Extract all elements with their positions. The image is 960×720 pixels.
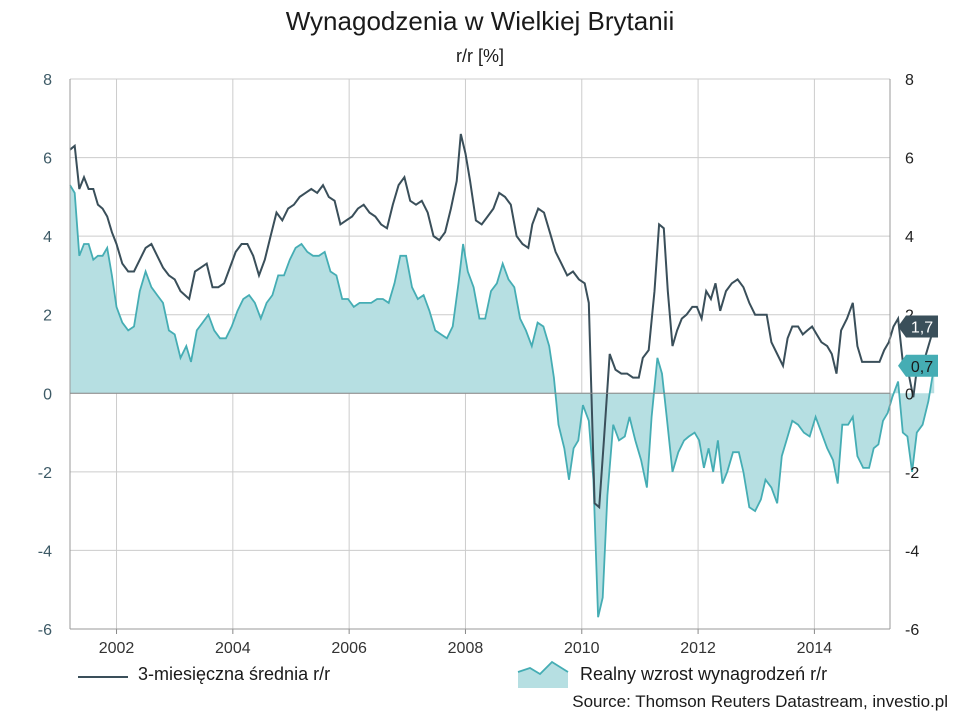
y-tick-label-left: 0	[43, 386, 52, 403]
line-path	[69, 133, 936, 510]
end-label-line-badge	[898, 315, 938, 338]
legend-swatch-area-outline	[517, 660, 569, 676]
area-outline	[69, 184, 936, 618]
x-tick-label: 2006	[331, 640, 367, 657]
legend-label-area: Realny wzrost wynagrodzeń r/r	[580, 664, 828, 684]
x-tick-label: 2012	[680, 640, 716, 657]
y-tick-label-left: 8	[43, 72, 52, 89]
y-tick-label-right: -2	[905, 465, 919, 482]
source-note: Source: Thomson Reuters Datastream, inve…	[572, 692, 948, 711]
end-label-area-badge	[898, 354, 938, 377]
y-tick-label-right: -4	[905, 543, 919, 560]
area-fill	[70, 185, 935, 618]
y-tick-label-left: -2	[38, 465, 52, 482]
y-tick-label-right: -6	[905, 622, 919, 639]
end-label-line-text: 1,7	[911, 320, 933, 337]
y-tick-label-right: 4	[905, 229, 914, 246]
y-tick-label-left: 2	[43, 308, 52, 325]
y-tick-label-right: 8	[905, 72, 914, 89]
series-area	[69, 184, 936, 618]
legend-label-line: 3-miesięczna średnia r/r	[138, 664, 331, 684]
x-tick-label: 2010	[564, 640, 600, 657]
x-tick-label: 2014	[797, 640, 833, 657]
axes	[69, 79, 891, 634]
y-tick-label-right: 6	[905, 151, 914, 168]
tick-labels: -6-6-4-4-2-20022446688200220042006200820…	[38, 72, 920, 657]
chart-title: Wynagodzenia w Wielkiej Brytanii	[285, 6, 675, 36]
x-tick-label: 2002	[99, 640, 135, 657]
y-tick-label-right: 0	[905, 386, 914, 403]
end-labels: 1,7 0,7	[898, 315, 938, 377]
y-tick-label-left: -4	[38, 543, 52, 560]
y-tick-label-left: 4	[43, 229, 52, 246]
legend	[78, 660, 569, 688]
series-line	[69, 133, 936, 510]
y-tick-label-left: 6	[43, 151, 52, 168]
x-tick-label: 2008	[448, 640, 484, 657]
chart-subtitle: r/r [%]	[456, 46, 504, 66]
legend-swatch-area	[518, 662, 568, 688]
end-label-area-text: 0,7	[911, 359, 933, 376]
x-tick-label: 2004	[215, 640, 251, 657]
y-tick-label-left: -6	[38, 622, 52, 639]
